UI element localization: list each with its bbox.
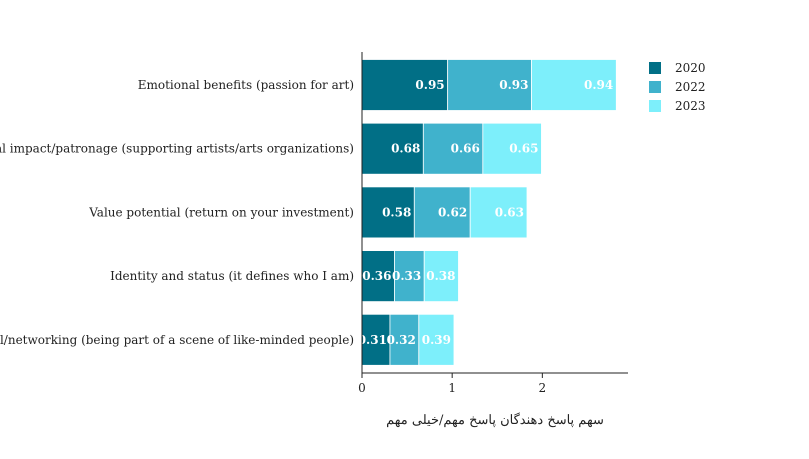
- legend-label-2023: 2023: [675, 99, 706, 113]
- category-label-3: Identity and status (it defines who I am…: [110, 269, 354, 283]
- bar-2020-4: [361, 313, 391, 366]
- x-tick-label-2: 2: [539, 381, 547, 395]
- bar-2023-4: [418, 313, 455, 366]
- bar-2020-0: [361, 59, 449, 111]
- bar-2020-3: [361, 250, 395, 303]
- bar-value-label-2023-3: 0.38: [426, 269, 455, 283]
- bar-value-label-2022-3: 0.33: [392, 269, 421, 283]
- category-label-0: Emotional benefits (passion for art): [138, 78, 354, 92]
- bar-2023-2: [469, 186, 528, 239]
- legend-swatch-2022: [649, 81, 661, 93]
- bar-2022-0: [447, 59, 532, 111]
- axes-layer: Emotional benefits (passion for art) Soci…: [0, 52, 628, 395]
- legend: 2020 2022 2023: [649, 61, 706, 113]
- category-label-4: Social/networking (being part of a scene…: [0, 333, 354, 347]
- legend-swatch-2023: [649, 100, 661, 112]
- bar-2020-2: [361, 186, 415, 239]
- bar-2022-2: [413, 186, 471, 239]
- category-label-1: Social impact/patronage (supporting arti…: [0, 142, 354, 156]
- bar-value-label-2022-1: 0.66: [451, 142, 480, 156]
- bar-2022-1: [422, 122, 484, 175]
- bar-value-label-2020-3: 0.36: [362, 269, 391, 283]
- bar-value-label-2023-4: 0.39: [422, 333, 451, 347]
- bars-layer: 0.95 0.93 0.94 0.68 0.66 0.65 0.58 0.62 0.63 0.36…: [358, 59, 617, 366]
- bar-2020-1: [361, 122, 424, 175]
- x-tick-label-0: 0: [358, 381, 366, 395]
- bar-2023-1: [482, 122, 542, 175]
- bar-value-label-2020-1: 0.68: [391, 142, 420, 156]
- bar-value-label-2022-0: 0.93: [499, 78, 528, 92]
- category-label-2: Value potential (return on your investme…: [88, 205, 354, 219]
- bar-value-label-2022-4: 0.32: [387, 333, 416, 347]
- bar-2023-0: [531, 59, 617, 111]
- legend-label-2022: 2022: [675, 80, 706, 94]
- bar-value-label-2020-0: 0.95: [415, 78, 444, 92]
- bar-value-label-2023-2: 0.63: [495, 205, 524, 219]
- legend-swatch-2020: [649, 62, 661, 74]
- bar-value-label-2020-2: 0.58: [382, 205, 411, 219]
- bar-value-label-2023-1: 0.65: [509, 142, 538, 156]
- bar-2022-4: [389, 313, 420, 366]
- legend-label-2020: 2020: [675, 61, 706, 75]
- bar-2023-3: [423, 250, 459, 303]
- bar-value-label-2020-4: 0.31: [358, 333, 387, 347]
- x-axis-title: سهم پاسخ دهندگان پاسخ مهم/خیلی مهم: [386, 412, 604, 428]
- bar-value-label-2022-2: 0.62: [438, 205, 467, 219]
- bar-value-label-2023-0: 0.94: [584, 78, 613, 92]
- x-tick-label-1: 1: [448, 381, 456, 395]
